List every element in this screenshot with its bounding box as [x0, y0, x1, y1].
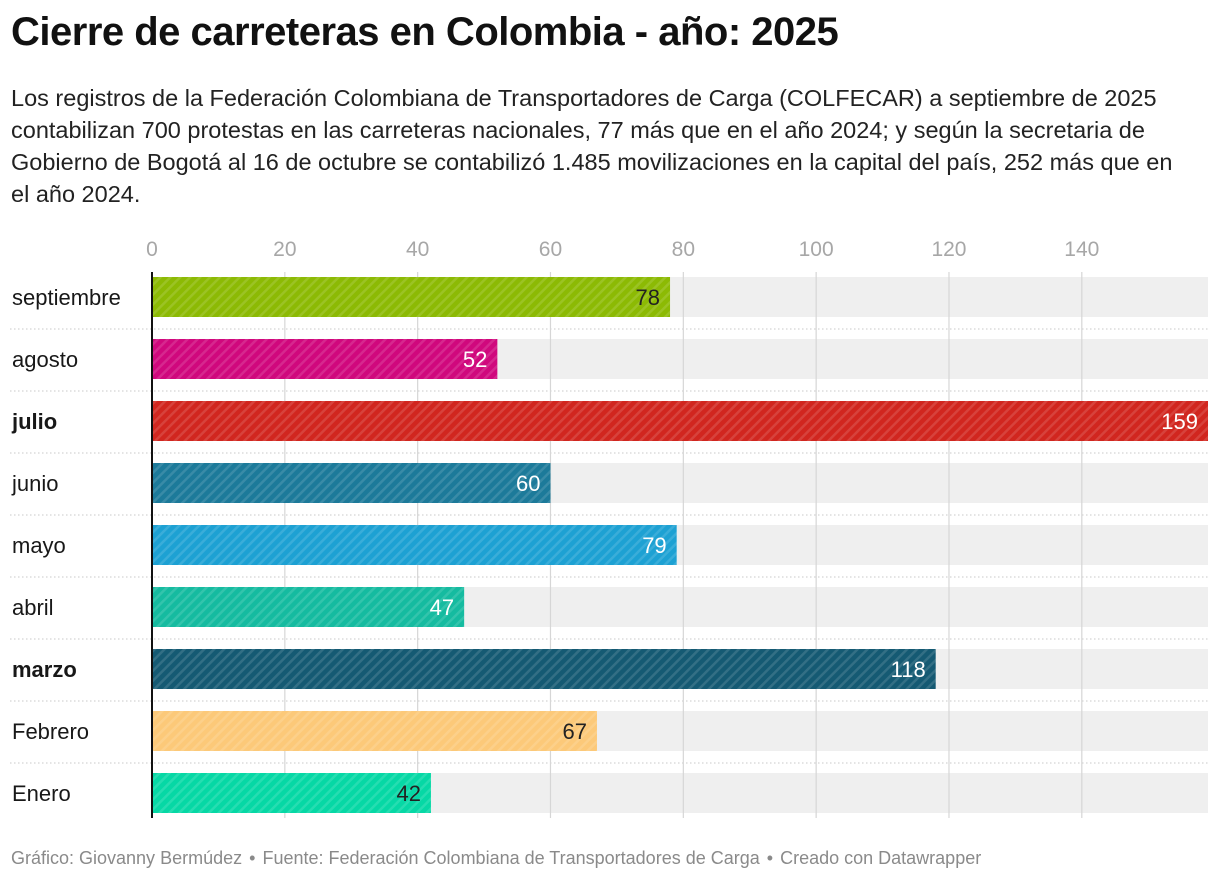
bar-value-label: 79	[642, 533, 666, 558]
footer-tool: Creado con Datawrapper	[780, 848, 982, 868]
bar-hatch	[152, 711, 597, 751]
x-tick-label: 100	[799, 238, 834, 261]
category-label: Febrero	[12, 719, 89, 744]
footer-credit: Gráfico: Giovanny Bermúdez	[11, 848, 243, 868]
bar-hatch	[152, 463, 551, 503]
footer: Gráfico: Giovanny Bermúdez • Fuente: Fed…	[11, 848, 981, 869]
x-tick-label: 60	[539, 238, 562, 261]
category-label: abril	[12, 595, 54, 620]
category-label: mayo	[12, 533, 66, 558]
footer-separator: •	[249, 848, 256, 868]
category-label: septiembre	[12, 285, 121, 310]
x-tick-label: 0	[146, 238, 158, 261]
bar-hatch	[152, 525, 677, 565]
x-tick-label: 40	[406, 238, 429, 261]
bar-hatch	[152, 587, 465, 627]
footer-source: Fuente: Federación Colombiana de Transpo…	[262, 848, 760, 868]
bar-hatch	[152, 277, 671, 317]
bar-value-label: 52	[463, 347, 487, 372]
category-label: Enero	[12, 781, 71, 806]
category-label: julio	[11, 409, 57, 434]
x-tick-label: 80	[672, 238, 695, 261]
chart-subtitle: Los registros de la Federación Colombian…	[11, 85, 1173, 207]
bar-chart: 0 20 40 60 80 100 120 140 78 septiembre 52 agosto 1…	[10, 238, 1208, 818]
bar-hatch	[152, 773, 431, 813]
chart-title: Cierre de carreteras en Colombia - año: …	[11, 10, 839, 54]
x-tick-label: 20	[273, 238, 296, 261]
x-tick-label: 120	[931, 238, 966, 261]
bar-value-label: 118	[891, 657, 926, 682]
x-tick-label: 140	[1064, 238, 1099, 261]
footer-separator: •	[766, 848, 774, 868]
bar-value-label: 159	[1161, 409, 1198, 434]
bar-hatch	[152, 339, 498, 379]
bar-value-label: 78	[636, 285, 660, 310]
category-label: marzo	[12, 657, 77, 682]
bar-value-label: 67	[562, 719, 586, 744]
bar-value-label: 42	[396, 781, 420, 806]
category-label: agosto	[12, 347, 78, 372]
bar-value-label: 47	[430, 595, 454, 620]
bar-hatch	[152, 401, 1208, 441]
category-label: junio	[11, 471, 58, 496]
bar-hatch	[152, 649, 936, 689]
bar-value-label: 60	[516, 471, 540, 496]
